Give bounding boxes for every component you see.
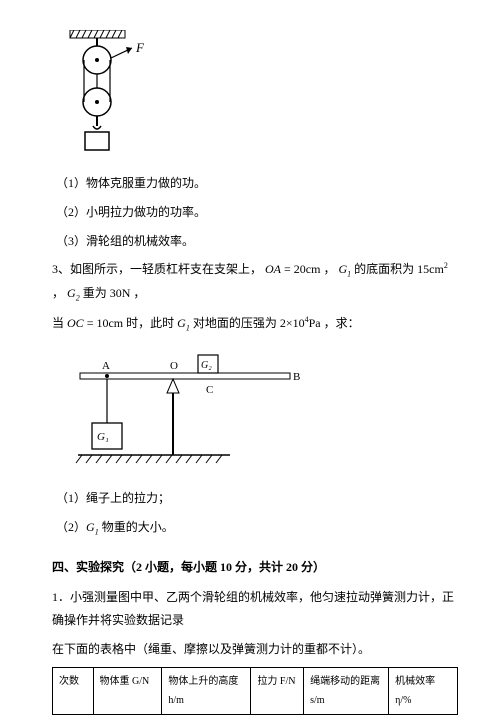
th-2: 物体重 G/N (93, 667, 162, 714)
q3-part-1: （1）绳子上的拉力； (52, 487, 458, 510)
th-6: 机械效率 η/% (389, 667, 458, 714)
th-1: 次数 (53, 667, 94, 714)
q3-b2: 时，此时 (126, 316, 177, 330)
q3-stem-line1: 3、如图所示，一轻质杠杆支在支架上， OA = 20cm ， G1 的底面积为 … (52, 258, 458, 305)
sec4-q1-line1: 1．小强测量图中甲、乙两个滑轮组的机械效率，他匀速拉动弹簧测力计，正确操作并将实… (52, 586, 458, 632)
pulley-svg: F (60, 30, 155, 160)
q3-oc-val: 10cm (96, 316, 123, 330)
data-table: 次数 物体重 G/N 物体上升的高度h/m 拉力 F/N 绳端移动的距离s/m … (52, 667, 458, 715)
lever-figure: A O C B G₂ G₁ (60, 345, 458, 475)
q3-sep2: ， (52, 286, 67, 300)
page: F （1）物体克服重力做的功。 （2）小明拉力做功的功率。 （3）滑轮组的机械效… (0, 0, 500, 725)
q3-area: 15cm2 (417, 262, 448, 276)
th-4: 拉力 F/N (251, 667, 304, 714)
q3-sep: ， (323, 262, 338, 276)
q3-press: 2×104Pa (280, 316, 321, 330)
q3-sep3: ， (133, 286, 145, 300)
q3-g2-txt: 重为 (83, 286, 110, 300)
label-A: A (102, 360, 110, 372)
th-3: 物体上升的高度h/m (162, 667, 251, 714)
table-row: 次数 物体重 G/N 物体上升的高度h/m 拉力 F/N 绳端移动的距离s/m … (53, 667, 458, 714)
section-4-title: 四、实验探究（2 小题，每小题 10 分，共计 20 分） (52, 556, 458, 579)
press-unit: Pa (309, 316, 321, 330)
sec4-q1-line2: 在下面的表格中（绳重、摩擦以及弹簧测力计的重都不计）。 (52, 638, 458, 661)
q3-part-2: （2）G1 物重的大小。 (52, 516, 458, 540)
q3-g1-txt: 的底面积为 (354, 262, 417, 276)
eq-icon: = (284, 262, 294, 276)
q3-g1b: G1 (177, 316, 190, 330)
pulley-figure: F (60, 30, 458, 160)
q3-oa-val: 20cm (294, 262, 321, 276)
eq-icon-2: = (87, 316, 97, 330)
th-5: 绳端移动的距离s/m (304, 667, 389, 714)
label-G2: G₂ (201, 360, 212, 371)
q3-text: 3、如图所示，一轻质杠杆支在支架上， (52, 262, 262, 276)
q3-g2: G2 (67, 286, 80, 300)
label-B: B (293, 371, 300, 383)
area-num: 15cm (417, 262, 444, 276)
q2-part-1: （1）物体克服重力做的功。 (52, 172, 458, 195)
label-C: C (206, 384, 213, 396)
q3-g1: G1 (338, 262, 351, 276)
label-O: O (170, 360, 178, 372)
lever-svg: A O C B G₂ G₁ (60, 345, 310, 475)
q3-oc: OC (67, 316, 84, 330)
q3-oa: OA (265, 262, 281, 276)
q3-b3: 对地面的压强为 (193, 316, 280, 330)
press-num: 2×10 (280, 316, 305, 330)
q2-part-3: （3）滑轮组的机械效率。 (52, 230, 458, 253)
label-G1: G₁ (97, 431, 109, 443)
q3-g2-val: 30N (110, 286, 131, 300)
q2-part-2: （2）小明拉力做功的功率。 (52, 201, 458, 224)
svg-text:F: F (135, 40, 145, 55)
q3-stem-line2: 当 OC = 10cm 时，此时 G1 对地面的压强为 2×104Pa ，求： (52, 312, 458, 336)
q3-ask: ，求： (324, 316, 360, 330)
q3-b1: 当 (52, 316, 67, 330)
